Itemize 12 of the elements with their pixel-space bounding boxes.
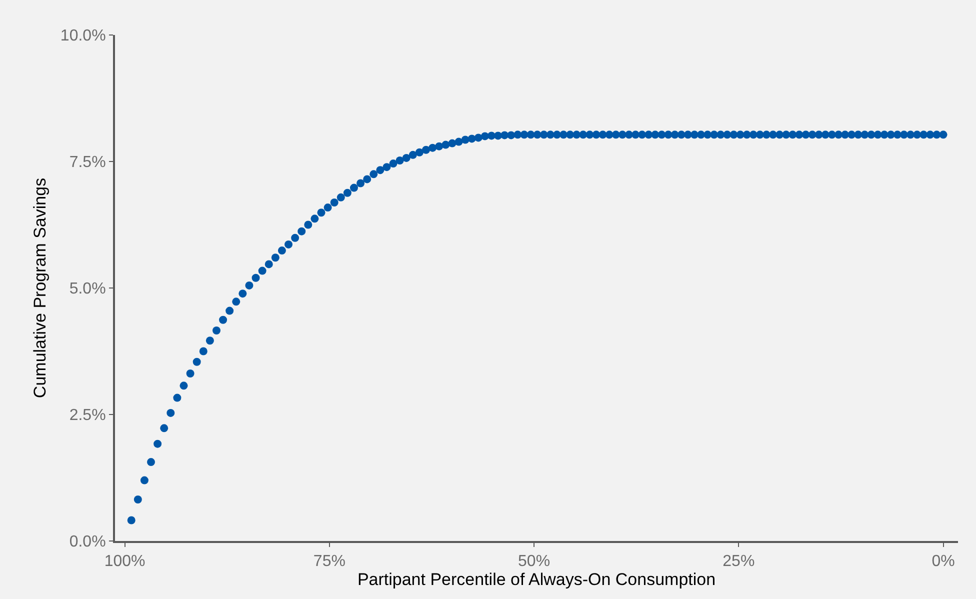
y-tick-label: 7.5% — [69, 154, 106, 172]
x-tick-label: 50% — [518, 553, 550, 570]
y-tick-label: 10.0% — [60, 28, 106, 45]
x-tick-label: 0% — [932, 553, 955, 570]
y-axis-title: Cumulative Program Savings — [30, 178, 50, 398]
x-axis-title: Partipant Percentile of Always-On Consumption — [357, 570, 716, 590]
x-tick-label: 25% — [722, 553, 755, 570]
x-tick-label: 100% — [104, 553, 146, 570]
y-tick-label: 0.0% — [69, 534, 106, 551]
y-tick-label: 2.5% — [69, 407, 106, 424]
y-tick-label: 5.0% — [69, 280, 106, 298]
x-tick-label: 75% — [313, 553, 346, 570]
